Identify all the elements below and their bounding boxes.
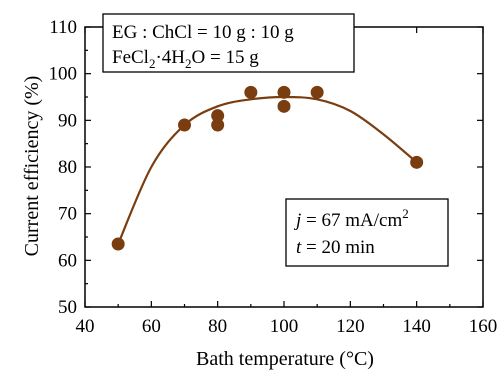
y-tick-label: 80: [58, 157, 77, 178]
data-point: [178, 118, 191, 132]
x-tick-label: 140: [402, 316, 431, 337]
data-point: [277, 99, 291, 113]
y-tick-label: 50: [58, 297, 77, 318]
tick-labels: 40 60 80 100 120 140 160 50 60 70 80 90 100 110: [49, 17, 498, 337]
x-tick-label: 100: [270, 316, 299, 337]
y-tick-label: 90: [58, 110, 77, 131]
y-tick-label: 60: [58, 250, 77, 271]
data-point: [211, 118, 225, 132]
data-point: [410, 155, 424, 169]
y-tick-label: 70: [58, 204, 77, 225]
x-tick-label: 60: [142, 316, 161, 337]
composition-line-2: FeCl2·4H2O = 15 g: [112, 47, 259, 71]
conditions-line-1: j = 67 mA/cm2: [293, 206, 409, 231]
y-tick-label: 110: [49, 17, 77, 38]
data-point: [277, 85, 291, 99]
fit-curve: [117, 95, 418, 245]
data-point: [244, 85, 258, 99]
conditions-line-2: t = 20 min: [296, 237, 375, 258]
x-tick-label: 40: [76, 316, 95, 337]
x-tick-label: 80: [208, 316, 227, 337]
data-points: [111, 85, 424, 251]
composition-box: EG : ChCl = 10 g : 10 g FeCl2·4H2O = 15 …: [102, 13, 355, 73]
data-point: [111, 237, 125, 251]
y-tick-label: 100: [49, 64, 78, 85]
x-tick-label: 160: [469, 316, 498, 337]
x-axis-title: Bath temperature (°C): [196, 348, 374, 370]
x-tick-label: 120: [336, 316, 365, 337]
data-point: [211, 109, 225, 123]
conditions-box: j = 67 mA/cm2 t = 20 min: [285, 198, 449, 267]
composition-line-1: EG : ChCl = 10 g : 10 g: [112, 22, 294, 43]
y-axis-title: Current efficiency (%): [21, 76, 43, 257]
data-point: [310, 85, 324, 99]
